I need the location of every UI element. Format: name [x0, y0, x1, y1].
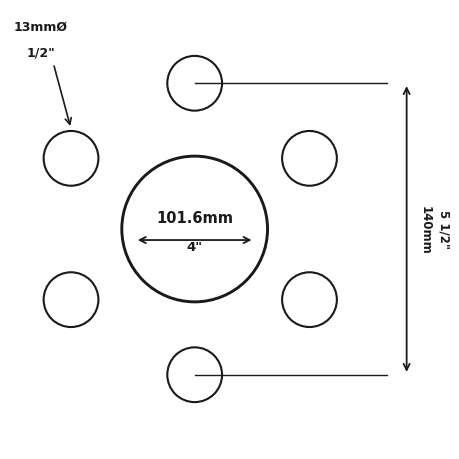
Text: 1/2": 1/2" — [27, 47, 56, 60]
Text: 101.6mm: 101.6mm — [156, 211, 233, 226]
Text: 5 1/2": 5 1/2" — [437, 210, 450, 249]
Text: 140mm: 140mm — [418, 205, 431, 254]
Text: 13mmØ: 13mmØ — [14, 20, 67, 33]
Text: 4": 4" — [186, 241, 202, 253]
